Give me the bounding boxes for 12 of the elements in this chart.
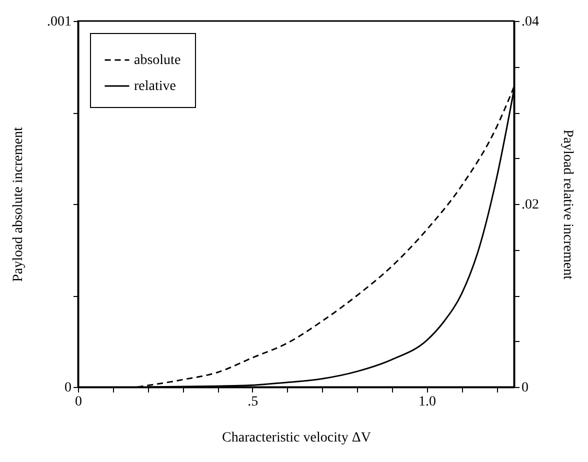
legend-label: relative <box>134 79 176 94</box>
y-tick-label: .001 <box>47 14 72 30</box>
x-tick-label: .5 <box>248 394 258 410</box>
x-axis-title: Characteristic velocity ΔV <box>222 430 371 446</box>
x-tick-label: 1.0 <box>418 394 436 410</box>
legend-label: absolute <box>134 53 181 68</box>
y2-tick-label: .02 <box>522 198 539 212</box>
x-tick-label: 0 <box>75 394 82 410</box>
y-axis-title: Payload absolute increment <box>11 127 26 282</box>
y2-tick-label: .04 <box>522 14 539 30</box>
y2-axis-title: Payload relative increment <box>560 129 575 280</box>
y2-tick-label: 0 <box>522 380 528 396</box>
